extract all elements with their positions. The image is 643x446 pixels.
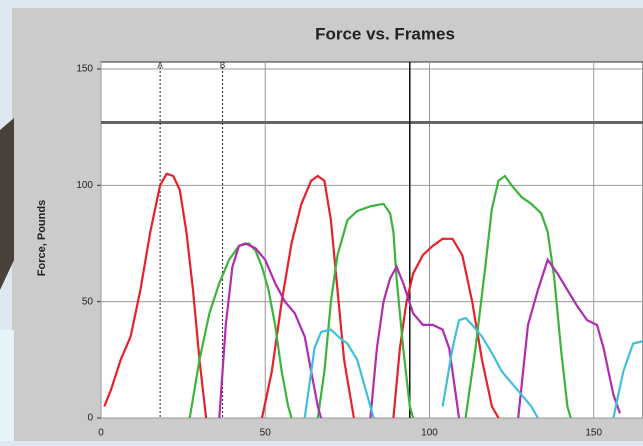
y-tick-label: 0 bbox=[87, 413, 93, 424]
x-tick-label: 50 bbox=[260, 428, 272, 439]
series-line bbox=[218, 242, 622, 419]
series-line bbox=[303, 316, 643, 419]
chart-title: Force vs. Frames bbox=[315, 24, 455, 43]
marker-label: A bbox=[157, 61, 163, 70]
device-edge bbox=[0, 118, 14, 290]
series-line bbox=[103, 172, 500, 419]
x-tick-label: 150 bbox=[585, 428, 602, 439]
y-tick-label: 150 bbox=[76, 64, 93, 75]
y-tick-label: 50 bbox=[82, 296, 94, 307]
x-tick-label: 0 bbox=[98, 428, 104, 439]
y-tick-label: 100 bbox=[76, 180, 93, 191]
side-strip bbox=[0, 330, 14, 441]
marker-label: B bbox=[220, 61, 225, 70]
x-tick-label: 100 bbox=[421, 428, 438, 439]
y-axis-title: Force, Pounds bbox=[36, 200, 48, 276]
